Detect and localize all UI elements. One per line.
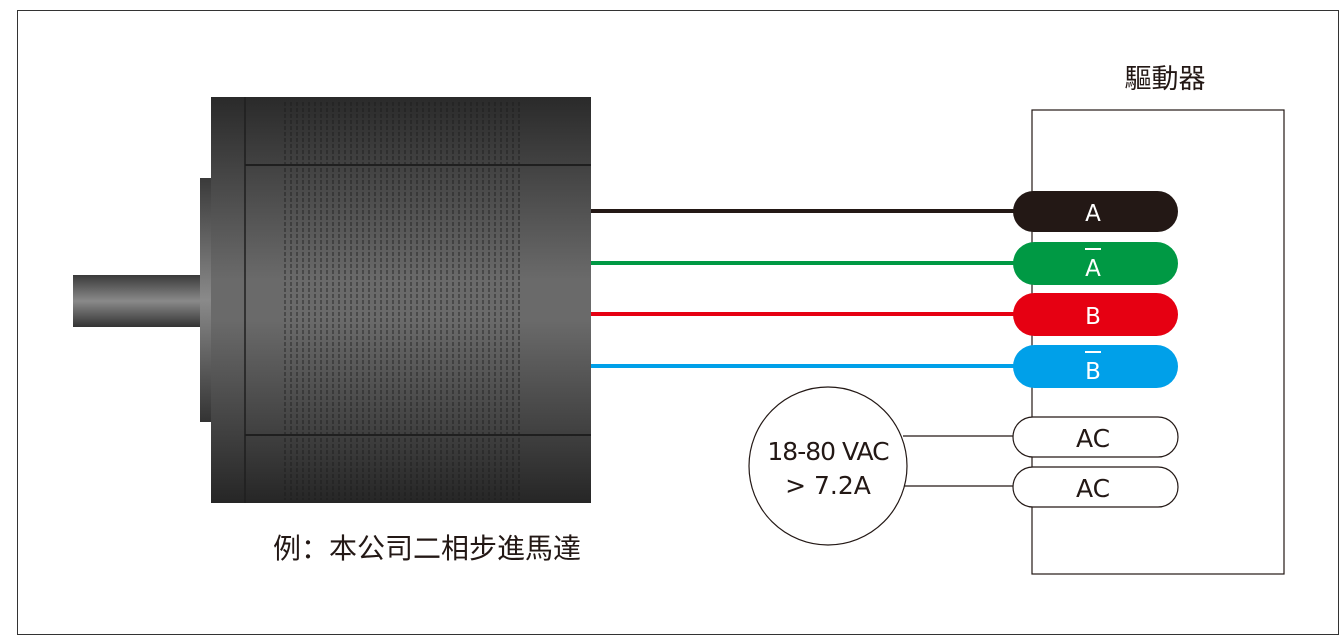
motor-rear-cap bbox=[525, 97, 591, 503]
terminal-a: A bbox=[1013, 191, 1178, 232]
motor-flange-step bbox=[200, 178, 214, 422]
stepper-motor bbox=[73, 97, 591, 503]
terminal-b-bar-label: B bbox=[1085, 359, 1101, 385]
driver-title: 驅動器 bbox=[1125, 64, 1206, 95]
power-supply-voltage: 18-80 VAC bbox=[767, 437, 889, 466]
power-supply: 18-80 VAC > 7.2A bbox=[748, 386, 908, 546]
terminal-ac-1: AC bbox=[1012, 416, 1179, 458]
terminal-b-label: B bbox=[1085, 304, 1101, 330]
motor-shaft bbox=[73, 275, 205, 327]
terminal-a-bar: A bbox=[1013, 242, 1178, 285]
power-supply-circle bbox=[748, 386, 908, 546]
terminal-ac-2-label: AC bbox=[1076, 474, 1110, 503]
terminal-ac-2: AC bbox=[1012, 466, 1179, 508]
power-supply-current: > 7.2A bbox=[785, 471, 871, 500]
motor-stator-fins bbox=[280, 100, 522, 500]
motor-caption: 例：本公司二相步進馬達 bbox=[273, 532, 581, 565]
terminal-ac-1-label: AC bbox=[1076, 424, 1110, 453]
terminal-a-bar-label: A bbox=[1085, 256, 1101, 282]
terminal-b-bar: B bbox=[1013, 345, 1178, 388]
motor-front-flange bbox=[211, 97, 277, 503]
driver-box bbox=[1031, 109, 1285, 575]
terminal-a-label: A bbox=[1085, 201, 1101, 227]
terminal-b: B bbox=[1013, 293, 1178, 336]
